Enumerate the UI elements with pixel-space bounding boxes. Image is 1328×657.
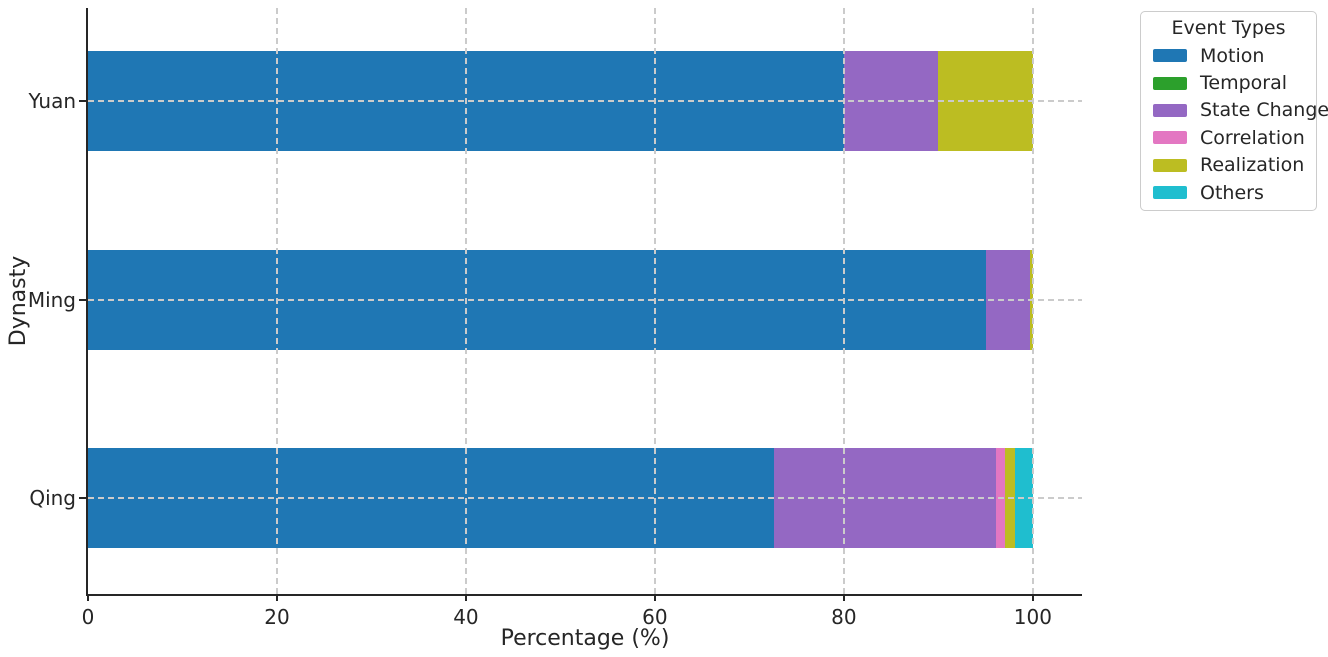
legend-swatch-realization-icon [1153, 158, 1187, 172]
y-axis-label: Dynasty [6, 255, 31, 347]
x-tick-0 [87, 594, 89, 601]
legend-swatch-motion-icon [1153, 49, 1187, 63]
bar-segment-state-change [773, 448, 996, 548]
x-tick-80 [843, 594, 845, 601]
x-tick-label-80: 80 [831, 605, 857, 629]
y-tick-label-yuan: Yuan [28, 89, 76, 113]
legend-swatch-temporal-icon [1153, 76, 1187, 90]
legend-label: Correlation [1200, 126, 1305, 149]
legend-item-others: Others [1149, 179, 1308, 206]
y-axis-spine [86, 8, 88, 596]
x-tick-100 [1032, 594, 1034, 601]
plot-area: 0 20 40 60 80 100 Yuan Ming Qing [28, 8, 1082, 629]
y-tick-ming [79, 299, 86, 301]
bar-segment-realization [1030, 250, 1033, 350]
legend-label: Temporal [1200, 72, 1287, 95]
legend-item-temporal: Temporal [1149, 69, 1308, 96]
bar-segment-realization [1004, 448, 1015, 548]
x-axis-label: Percentage (%) [500, 626, 670, 651]
bar-segment-correlation [996, 448, 1005, 548]
bar-row-qing [88, 448, 1082, 548]
x-tick-40 [465, 594, 467, 601]
legend: Event Types Motion Temporal State Change Co… [1140, 11, 1328, 212]
x-tick-20 [276, 594, 278, 601]
bar-segment-others [1014, 448, 1033, 548]
bar-segment-motion [88, 448, 774, 548]
legend-title: Event Types [1171, 17, 1286, 39]
legend-swatch-state-change-icon [1153, 103, 1187, 117]
legend-label: Motion [1200, 44, 1265, 67]
y-tick-label-qing: Qing [29, 486, 76, 510]
legend-item-realization: Realization [1149, 152, 1308, 179]
legend-items: Motion Temporal State Change Correlation Rea… [1149, 42, 1328, 206]
legend-item-correlation: Correlation [1149, 124, 1308, 151]
x-tick-60 [654, 594, 656, 601]
x-tick-label-0: 0 [81, 605, 95, 629]
x-tick-label-60: 60 [642, 605, 668, 629]
bar-segment-state-change [843, 51, 939, 151]
legend-item-motion: Motion [1149, 42, 1308, 69]
legend-label: Realization [1200, 154, 1305, 177]
x-tick-label-100: 100 [1013, 605, 1052, 629]
bar-row-ming [88, 250, 1082, 350]
bar-segment-realization [938, 51, 1033, 151]
legend-swatch-correlation-icon [1153, 131, 1187, 145]
bar-segment-motion [88, 250, 986, 350]
legend-swatch-others-icon [1153, 186, 1187, 200]
legend-label: State Change [1200, 99, 1328, 122]
x-tick-label-20: 20 [264, 605, 290, 629]
x-axis-spine [86, 594, 1082, 596]
y-tick-yuan [79, 100, 86, 102]
y-tick-label-ming: Ming [27, 288, 76, 312]
legend-item-state-change: State Change [1149, 97, 1328, 124]
x-tick-label-40: 40 [453, 605, 479, 629]
legend-label: Others [1200, 181, 1264, 204]
bar-segment-state-change [985, 250, 1031, 350]
bar-segment-motion [88, 51, 844, 151]
y-tick-qing [79, 497, 86, 499]
bar-row-yuan [88, 51, 1082, 151]
